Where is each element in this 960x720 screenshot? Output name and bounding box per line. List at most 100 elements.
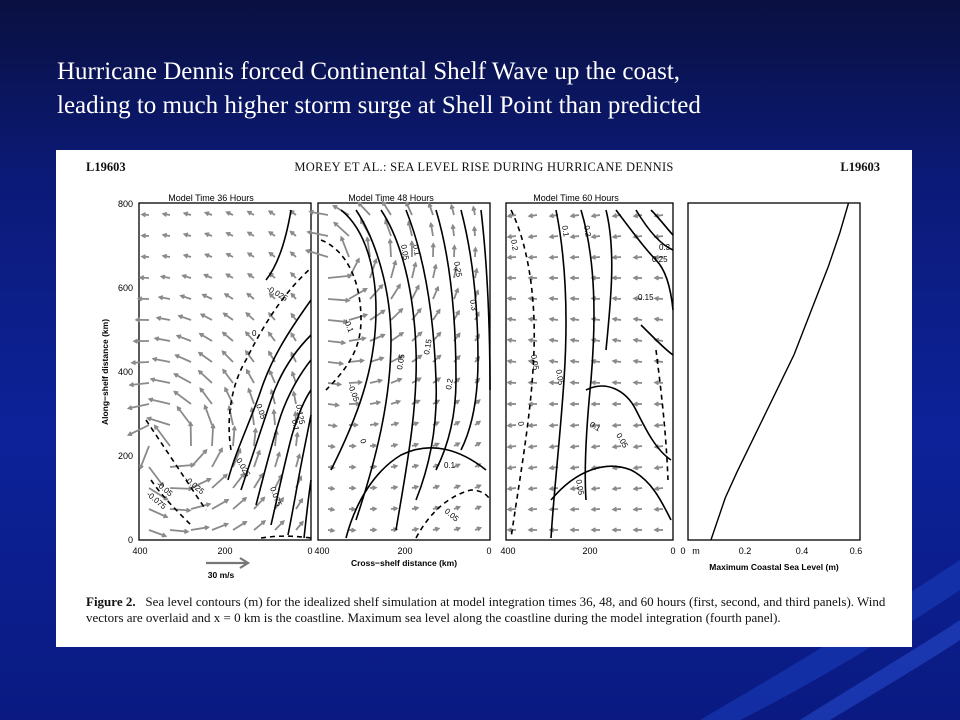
wind-vector-head [417, 354, 423, 360]
wind-vector-head [527, 358, 534, 364]
wind-vector-head [381, 200, 387, 206]
wind-vector-head [329, 506, 336, 512]
wind-vector-head [436, 354, 442, 360]
wind-vector-head [506, 358, 513, 364]
wind-vector-head [590, 527, 596, 533]
wind-vector-head [203, 404, 209, 410]
wind-vector [232, 472, 245, 489]
wind-vector [253, 520, 266, 531]
wind-vector [267, 331, 276, 342]
wind-vector-head [611, 337, 618, 343]
wind-vector-head [611, 213, 618, 219]
wind-vector-head [435, 308, 441, 314]
wind-vector-head [338, 360, 345, 366]
wind-vector-head [413, 484, 420, 490]
wind-vector-head [432, 263, 438, 270]
max-sea-level-plot [710, 202, 850, 541]
wind-vector [253, 496, 265, 510]
wind-vector-head [268, 350, 273, 356]
p1-x-tick-200: 200 [217, 546, 232, 556]
wind-vector-head [372, 464, 378, 470]
wind-vector-head [527, 337, 534, 343]
wind-vector-head [569, 358, 576, 364]
wind-vector [295, 498, 304, 510]
wind-vector [407, 221, 413, 237]
wind-vector-head [267, 231, 274, 236]
wind-vector-head [181, 273, 187, 279]
p4-x-tick-0.6: 0.6 [850, 546, 863, 556]
wind-vector-head [451, 244, 457, 250]
wind-vector-head [476, 526, 483, 532]
wind-vector-head [527, 275, 533, 281]
wind-vector-head [632, 358, 639, 364]
wind-vector-head [340, 340, 347, 346]
wind-vector-head [308, 209, 314, 215]
wind-vector [224, 293, 234, 300]
wind-vector-head [355, 257, 360, 263]
wind-vector-head [632, 296, 638, 302]
wind-vector [169, 463, 195, 468]
wind-vector-head [653, 527, 659, 533]
wind-vector-head [632, 316, 639, 322]
p2-contour-label: 0.1 [444, 461, 456, 470]
wind-vector [295, 521, 304, 531]
p2-contour-label: 0.05 [395, 353, 407, 370]
wind-vector-head [417, 331, 423, 337]
wind-vector-head [506, 316, 513, 322]
wind-vector-head [611, 527, 617, 533]
wind-vector-head [569, 422, 575, 428]
wind-vector-head [475, 399, 481, 405]
wind-vector-head [147, 397, 154, 403]
wind-vector [211, 522, 228, 531]
wind-vector [221, 350, 234, 363]
wind-vector [348, 288, 367, 300]
wind-vector [176, 334, 192, 342]
wind-vector-head [204, 525, 210, 531]
wind-vector [382, 201, 392, 216]
wind-vector-head [225, 211, 231, 216]
journal-running-head: MOREY ET AL.: SEA LEVEL RISE DURING HURR… [294, 160, 674, 174]
wind-vector-head [225, 232, 231, 237]
wind-vector-head [362, 287, 368, 293]
wind-vector [175, 354, 192, 363]
wind-vector-head [351, 464, 357, 470]
p2-contour-label: -0.1 [342, 318, 355, 335]
wind-vector [291, 371, 297, 384]
wind-vector [369, 333, 385, 342]
p2-contour-label: 0.2 [444, 377, 455, 390]
wind-vector-head [398, 307, 404, 314]
wind-vector [450, 205, 455, 216]
wind-vector [292, 391, 297, 405]
wind-vector-head [506, 527, 512, 533]
wind-vector-head [260, 520, 267, 526]
wind-vector-head [292, 410, 299, 417]
wind-vector [274, 474, 283, 489]
wind-vector [390, 260, 397, 279]
wind-vector-head [475, 420, 482, 426]
wind-vector [272, 410, 276, 426]
wind-vector-head [527, 234, 534, 240]
p3-contour-label: 0.15 [638, 293, 654, 302]
wind-vector-head [291, 390, 297, 397]
wind-vector [157, 316, 171, 321]
wind-vector-head [590, 213, 597, 219]
wind-vector-head [267, 210, 274, 216]
wind-vector-head [140, 254, 146, 260]
wind-vector-head [506, 234, 513, 240]
wind-vector-head [258, 472, 264, 479]
wind-vector [222, 331, 234, 342]
wind-vector [169, 487, 193, 490]
wind-vector-head [434, 526, 441, 532]
wind-vector-head [271, 408, 277, 415]
wind-vector-head [351, 485, 357, 491]
wind-vector-head [632, 275, 638, 281]
wind-vector [453, 266, 458, 279]
wind-vector-head [333, 221, 339, 227]
wind-vector-head [380, 309, 386, 315]
wind-vector [306, 249, 329, 258]
wind-vector-head [527, 422, 533, 428]
wind-vector-head [527, 506, 533, 512]
y-tick-600: 600 [118, 283, 133, 293]
wind-vector-head [153, 336, 160, 342]
wind-vector [253, 428, 257, 447]
